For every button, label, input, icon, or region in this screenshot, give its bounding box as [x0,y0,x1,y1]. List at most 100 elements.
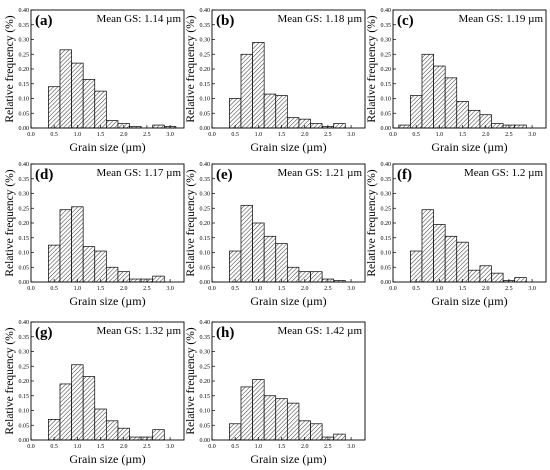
x-tick-label: 0.5 [50,444,58,450]
x-tick-label: 0.0 [208,444,216,450]
y-tick-label: 0.30 [381,192,392,198]
x-tick-label: 3.0 [347,132,355,138]
y-tick-label: 0.20 [200,221,211,227]
mean-grain-size-label: Mean GS: 1.19 µm [458,13,543,25]
x-tick-label: 2.5 [143,444,151,450]
x-axis-title: Grain size (µm) [69,294,145,308]
x-tick-label: 1.5 [97,132,105,138]
y-tick-label: 0.15 [200,236,211,242]
y-tick-label: 0.05 [200,265,211,271]
y-tick-label: 0.10 [19,97,30,103]
x-tick-label: 1.0 [74,286,82,292]
x-tick-label: 2.5 [324,286,332,292]
histogram-bar [59,209,72,283]
histogram-bar [82,78,96,129]
y-tick-label: 0.40 [19,162,30,168]
y-tick-label: 0.30 [19,350,30,356]
x-tick-label: 1.5 [459,132,467,138]
y-tick-label: 0.40 [19,8,30,14]
x-tick-label: 2.5 [143,286,151,292]
y-tick-label: 0.35 [19,177,30,183]
histogram-panel: 0.00 0.05 0.10 0.15 0.20 0.25 0.30 0.35 0.40 0.0 0… [185,8,366,154]
histogram-bar [229,98,242,129]
y-tick-label: 0.40 [200,162,211,168]
panel-label: (c) [397,13,414,29]
y-tick-label: 0.40 [200,320,211,326]
x-tick-label: 3.0 [347,444,355,450]
histogram-panel: 0.00 0.05 0.10 0.15 0.20 0.25 0.30 0.35 0.40 0.0 0… [185,320,366,466]
histogram-bar [286,266,300,283]
x-tick-label: 3.0 [347,286,355,292]
x-tick-label: 2.0 [301,444,309,450]
y-tick-label: 0.00 [19,438,30,444]
histogram-bar [71,364,84,441]
x-tick-label: 2.0 [482,132,490,138]
y-tick-label: 0.00 [381,280,392,286]
y-tick-label: 0.15 [19,394,30,400]
histogram-bar [71,206,84,283]
x-tick-label: 0.0 [27,132,35,138]
x-axis-title: Grain size (µm) [431,294,507,308]
y-tick-label: 0.40 [200,8,211,14]
histogram-bar [229,250,242,283]
y-tick-label: 0.20 [19,221,30,227]
y-tick-label: 0.35 [381,177,392,183]
y-tick-label: 0.10 [381,97,392,103]
histogram-bar [410,250,423,283]
histogram-panel: 0.00 0.05 0.10 0.15 0.20 0.25 0.30 0.35 0.40 0.0 0… [4,8,185,154]
histogram-bar [94,408,107,441]
histogram-bar [410,95,423,129]
y-tick-label: 0.05 [381,265,392,271]
panel-label: (a) [35,13,53,29]
histogram-bar [48,419,61,441]
x-tick-label: 1.0 [436,132,444,138]
histogram-bar [105,266,119,283]
histogram-bar [467,109,481,129]
histogram-bar [333,123,346,129]
x-tick-label: 2.5 [324,444,332,450]
x-tick-label: 3.0 [166,132,174,138]
x-tick-label: 0.5 [231,286,239,292]
x-tick-label: 2.5 [143,132,151,138]
y-tick-label: 0.05 [200,111,211,117]
mean-grain-size-label: Mean GS: 1.14 µm [96,13,181,25]
histogram-panel: 0.00 0.05 0.10 0.15 0.20 0.25 0.30 0.35 0.40 0.0 0… [185,162,366,308]
y-tick-label: 0.25 [200,206,211,212]
y-tick-label: 0.20 [381,221,392,227]
y-tick-label: 0.00 [200,126,211,132]
y-tick-label: 0.35 [200,23,211,29]
x-tick-label: 3.0 [528,132,536,138]
x-tick-label: 1.0 [74,132,82,138]
x-tick-label: 0.5 [50,286,58,292]
x-tick-label: 1.5 [278,286,286,292]
histogram-bar [456,101,469,129]
x-tick-label: 0.5 [412,286,420,292]
x-tick-label: 2.0 [301,286,309,292]
x-axis-title: Grain size (µm) [250,140,326,154]
y-tick-label: 0.20 [200,379,211,385]
x-tick-label: 1.0 [436,286,444,292]
histogram-bar [433,224,446,283]
x-tick-label: 2.0 [482,286,490,292]
histogram-bar [82,246,96,283]
x-tick-label: 1.5 [97,286,105,292]
histogram-bar [94,250,107,283]
y-tick-label: 0.40 [381,162,392,168]
y-tick-label: 0.10 [200,409,211,415]
mean-grain-size-label: Mean GS: 1.18 µm [277,13,362,25]
x-axis-title: Grain size (µm) [69,452,145,466]
y-tick-label: 0.10 [19,409,30,415]
x-tick-label: 0.0 [389,286,397,292]
y-tick-label: 0.25 [381,52,392,58]
panel-label: (g) [35,325,53,341]
histogram-bar [421,53,434,129]
histogram-bar [240,204,253,283]
y-tick-label: 0.20 [19,67,30,73]
x-tick-label: 2.5 [505,132,513,138]
x-tick-label: 1.5 [278,444,286,450]
x-tick-label: 1.0 [255,132,263,138]
x-tick-label: 0.0 [389,132,397,138]
histogram-bar [491,272,504,283]
x-axis-title: Grain size (µm) [69,140,145,154]
panel-label: (f) [397,167,412,183]
